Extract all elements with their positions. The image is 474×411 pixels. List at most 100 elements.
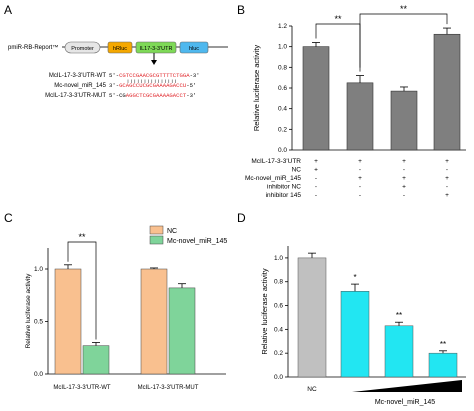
panel-b-chart: 0.0 0.2 0.4 0.6 0.8 1.0 1.2 Relative luciferase… <box>245 4 466 199</box>
condition-label: Mc-novel_miR_145 <box>245 175 301 182</box>
y-tick-label: 0.2 <box>274 350 283 357</box>
legend-label: NC <box>167 228 177 235</box>
condition-label: McIL-17-3-3'UTR <box>251 158 301 165</box>
bar <box>428 352 458 378</box>
condition-mark: + <box>358 175 362 182</box>
bar <box>340 291 370 378</box>
sequence-rows: McIL-17-3-3'UTR-WT 5'-CGTCCGAACGCGTTTTCTG… <box>45 72 199 99</box>
construct-element-box <box>64 41 101 54</box>
bar <box>54 268 82 375</box>
condition-mark: + <box>402 184 406 191</box>
arrowhead-icon <box>151 60 157 65</box>
condition-mark: + <box>445 175 449 182</box>
condition-mark: + <box>445 192 449 199</box>
legend-swatch <box>149 225 164 235</box>
sequence-row-name: McIL-17-3-3'UTR-MUT <box>45 93 106 99</box>
y-tick-label: 0.5 <box>34 319 43 326</box>
y-tick-label: 0.8 <box>278 64 287 71</box>
sequence-bases: CGTCCGAACGCGTTTTCTGGA <box>119 72 190 79</box>
significance-marker: * <box>353 273 356 282</box>
condition-mark: + <box>402 175 406 182</box>
y-tick-label: 0.6 <box>278 85 287 92</box>
sequence-line: 3'-GCAGCCUCGCGAAAAGACCU-5' <box>109 82 196 89</box>
y-axis-title: Relative luciferase activity <box>25 273 32 349</box>
bar <box>390 90 418 151</box>
x-category-label: NC <box>307 386 317 393</box>
y-tick-label: 0.0 <box>278 147 287 154</box>
condition-mark: - <box>315 184 317 191</box>
panel-letter-d: D <box>237 211 246 225</box>
condition-mark: - <box>315 175 317 182</box>
significance-marker: ** <box>78 232 86 242</box>
significance-bracket <box>67 241 97 340</box>
condition-mark: - <box>446 167 448 174</box>
condition-mark: - <box>359 192 361 199</box>
sequence-row-name: Mc-novel_miR_145 <box>54 83 106 89</box>
y-axis-title: Relative luciferase activity <box>252 45 261 132</box>
sequence-bases: AGGCTCGCGAAAAGACCT <box>126 92 187 99</box>
sequence-prefix: 5'-CG <box>109 92 126 99</box>
condition-mark: - <box>315 192 317 199</box>
sequence-suffix: -3' <box>186 92 196 99</box>
sequence-row-name: McIL-17-3-3'UTR-WT <box>49 73 106 79</box>
sequence-line: 5'-CGAGGCTCGCGAAAAGACCT-3' <box>109 92 196 99</box>
significance-bracket <box>359 13 448 68</box>
condition-mark: - <box>403 167 405 174</box>
condition-mark: + <box>314 158 318 165</box>
significance-marker: ** <box>440 340 446 349</box>
condition-mark: - <box>359 184 361 191</box>
bar <box>302 46 330 151</box>
y-tick-label: 0.2 <box>278 126 287 133</box>
bar <box>297 257 327 378</box>
vector-label: pmiR-RB-Report™ <box>8 44 58 51</box>
bar <box>82 345 110 375</box>
construct-element-label: IL17-3-3'UTR <box>140 46 173 52</box>
construct-element-box <box>179 41 209 54</box>
panel-letter-a: A <box>4 3 12 17</box>
sequence-prefix: 5'- <box>109 72 119 79</box>
significance-marker: ** <box>400 4 408 14</box>
bar <box>433 33 461 151</box>
condition-mark: - <box>359 167 361 174</box>
y-tick-label: 0.0 <box>274 374 283 381</box>
sequence-line: 5'-CGTCCGAACGCGTTTTCTGGA-3' <box>109 72 200 79</box>
bar <box>168 287 196 375</box>
condition-label: NC <box>292 167 302 174</box>
bar <box>384 325 414 378</box>
sequence-bases: GCAGCCUCGCGAAAAGACCU <box>119 82 186 89</box>
sequence-suffix: -5' <box>186 82 196 89</box>
panel-letter-b: B <box>237 3 245 17</box>
construct-element-box <box>135 41 177 54</box>
y-tick-label: 0.8 <box>274 279 283 286</box>
y-axis-title: Relative luciferase activity <box>260 268 269 355</box>
bar <box>346 82 374 151</box>
y-tick-label: 1.0 <box>34 266 43 273</box>
bar <box>140 268 168 375</box>
x-category-label: McIL-17-3-3'UTR-MUT <box>138 385 199 391</box>
y-tick-label: 0.4 <box>274 326 283 333</box>
construct-element-label: hRluc <box>113 46 127 52</box>
sequence-suffix: -3' <box>190 72 200 79</box>
dose-gradient-wedge <box>352 380 462 392</box>
significance-marker: ** <box>334 14 342 24</box>
y-tick-label: 1.0 <box>274 255 283 262</box>
panel-a-schematic: pmiR-RB-Report™ Promoter hRluc IL17-3-3'UT… <box>8 41 228 99</box>
condition-mark: + <box>402 158 406 165</box>
panel-letter-c: C <box>4 211 13 225</box>
significance-marker: ** <box>396 311 402 320</box>
condition-label: inhibitor NC <box>267 184 301 191</box>
x-category-label: McIL-17-3-3'UTR-WT <box>53 385 110 391</box>
y-tick-label: 0.4 <box>278 106 287 113</box>
condition-mark: + <box>358 158 362 165</box>
condition-label: inhibitor 145 <box>266 192 302 199</box>
legend-label: Mc-novel_miR_145 <box>167 238 227 245</box>
y-tick-label: 0.0 <box>34 371 43 378</box>
y-tick-label: 1.2 <box>278 23 287 30</box>
condition-mark: + <box>314 167 318 174</box>
condition-mark: + <box>445 158 449 165</box>
y-tick-label: 0.6 <box>274 303 283 310</box>
group-label: Mc-novel_miR_145 <box>375 399 435 406</box>
legend-swatch <box>149 235 164 245</box>
y-tick-label: 1.0 <box>278 44 287 51</box>
